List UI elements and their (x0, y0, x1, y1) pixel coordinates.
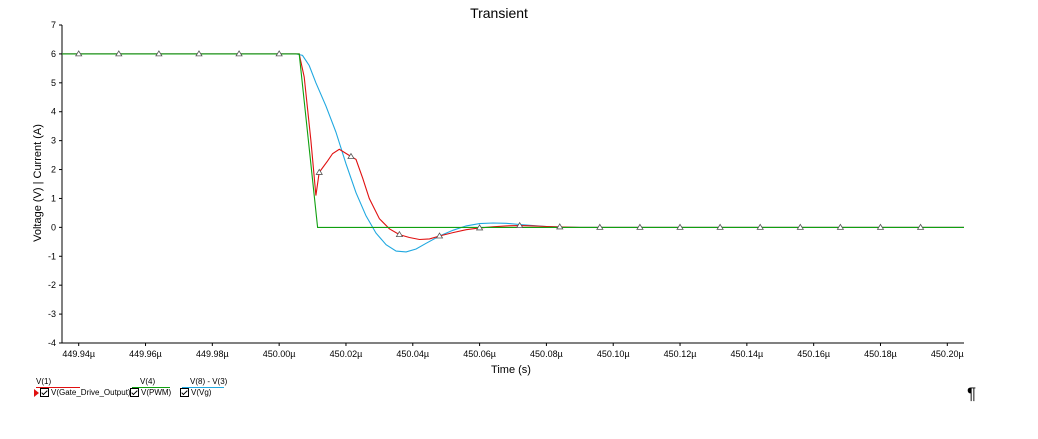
data-point-marker (347, 152, 355, 159)
data-point-marker (716, 223, 724, 230)
x-tick-label: 450.02µ (330, 349, 363, 359)
selected-marker-icon (34, 388, 39, 397)
chart-title: Transient (470, 5, 528, 21)
data-point-marker (916, 223, 925, 230)
legend-group-label: V(4) (140, 377, 156, 386)
x-tick-label: 450.16µ (797, 349, 830, 359)
x-tick-label: 449.94µ (62, 349, 95, 359)
legend-line-blue (182, 387, 224, 388)
y-tick-label: -2 (48, 280, 56, 290)
data-point-marker (876, 223, 885, 230)
x-tick-label: 449.98µ (196, 349, 229, 359)
data-point-marker (796, 223, 805, 230)
checkbox-icon[interactable] (180, 388, 189, 397)
checkbox-icon[interactable] (130, 388, 139, 397)
x-tick-label: 450.00µ (263, 349, 296, 359)
legend-label: V(PWM) (141, 388, 172, 397)
x-tick-label: 450.06µ (463, 349, 496, 359)
y-tick-label: 6 (51, 49, 56, 59)
x-tick-label: 450.04µ (396, 349, 429, 359)
y-tick-label: -3 (48, 309, 56, 319)
y-tick-label: 5 (51, 78, 56, 88)
data-point-marker (315, 168, 323, 175)
y-tick-label: 2 (51, 165, 56, 175)
data-point-marker (395, 230, 404, 237)
y-tick-label: 7 (51, 20, 56, 30)
data-point-marker (155, 50, 163, 57)
y-tick-label: 1 (51, 193, 56, 203)
y-tick-label: 3 (51, 136, 56, 146)
legend-label: V(Gate_Drive_Output) (51, 388, 131, 397)
legend-item-pwm[interactable]: V(4) V(PWM) (130, 377, 171, 397)
legend-line-green (132, 387, 170, 388)
y-axis-label: Voltage (V) | Current (A) (32, 124, 44, 242)
data-point-marker (756, 223, 764, 230)
y-tick-label: 0 (51, 222, 56, 232)
x-tick-label: 450.12µ (664, 349, 697, 359)
data-point-marker (596, 223, 604, 230)
y-tick-label: -1 (48, 251, 56, 261)
legend-item-gate-drive-output[interactable]: V(1) V(Gate_Drive_Output) (34, 377, 131, 397)
data-point-marker (556, 223, 564, 230)
x-tick-label: 450.20µ (931, 349, 964, 359)
legend-item-vg[interactable]: V(8) - V(3) V(Vg) (180, 377, 227, 397)
x-axis-label: Time (s) (491, 364, 531, 376)
checkbox-icon[interactable] (40, 388, 49, 397)
data-point-marker (275, 50, 283, 57)
legend-group-label: V(8) - V(3) (190, 377, 228, 386)
series-line-v-pwm- (62, 53, 964, 228)
data-point-marker (115, 50, 123, 57)
data-point-marker (475, 224, 484, 231)
data-point-marker (195, 50, 203, 57)
plot-area: 7 6 5 4 3 2 1 0 -1 -2 -3 -4 449.94µ 449.96µ 449.98µ 450… (48, 20, 964, 359)
y-tick-label: 4 (51, 107, 56, 117)
legend-group-label: V(1) (36, 377, 52, 386)
data-point-marker (74, 50, 83, 57)
data-point-marker (836, 223, 845, 230)
y-tick-label: -4 (48, 338, 56, 348)
data-point-marker (636, 223, 644, 230)
x-tick-label: 450.14µ (730, 349, 763, 359)
data-point-marker (235, 50, 243, 57)
x-tick-label: 450.10µ (597, 349, 630, 359)
data-point-marker (515, 221, 524, 229)
series-line-v-vg- (62, 53, 964, 253)
legend-label: V(Vg) (191, 388, 212, 397)
x-tick-label: 450.08µ (530, 349, 563, 359)
data-point-marker (676, 223, 684, 230)
x-tick-label: 449.96µ (129, 349, 162, 359)
pilcrow-mark: ¶ (967, 384, 977, 403)
legend-line-red (36, 387, 80, 388)
data-point-marker (435, 232, 444, 239)
x-tick-label: 450.18µ (864, 349, 897, 359)
series-line-v-gate-drive-output- (62, 53, 964, 241)
